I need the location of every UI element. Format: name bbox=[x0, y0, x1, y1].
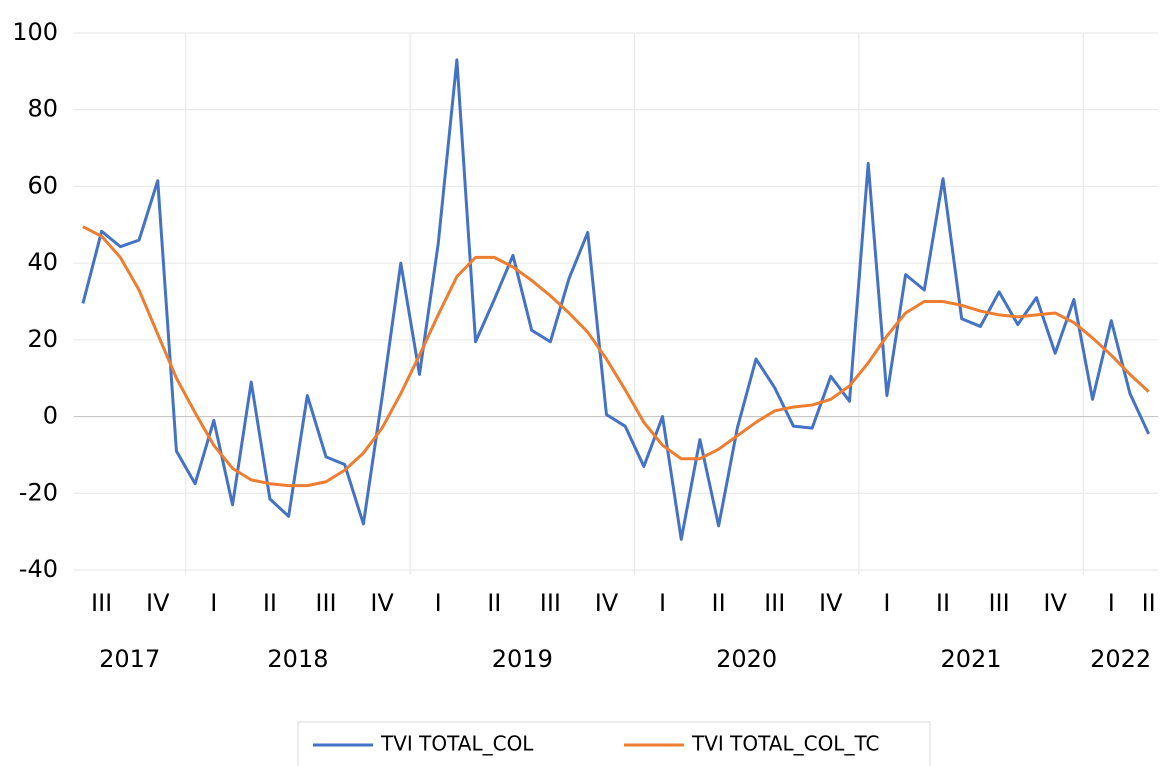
x-tick-label: I bbox=[883, 589, 890, 617]
x-tick-label: II bbox=[1142, 589, 1156, 617]
year-label: 2019 bbox=[492, 645, 553, 673]
x-tick-label: III bbox=[315, 589, 336, 617]
series-line bbox=[82, 225, 1150, 488]
legend-label: TVI TOTAL_COL_TC bbox=[691, 732, 879, 756]
y-tick-label: 40 bbox=[27, 248, 58, 276]
x-tick-label: IV bbox=[146, 589, 170, 617]
y-tick-label: -40 bbox=[19, 555, 58, 583]
x-tick-label: IV bbox=[595, 589, 619, 617]
x-tick-label: IV bbox=[1043, 589, 1067, 617]
x-tick-label: I bbox=[1108, 589, 1115, 617]
year-label: 2021 bbox=[940, 645, 1001, 673]
x-tick-label: I bbox=[435, 589, 442, 617]
x-tick-label: II bbox=[936, 589, 950, 617]
x-tick-label: III bbox=[988, 589, 1009, 617]
y-tick-label: 80 bbox=[27, 95, 58, 123]
legend-label: TVI TOTAL_COL bbox=[380, 732, 534, 756]
year-label: 2018 bbox=[267, 645, 328, 673]
x-tick-label: III bbox=[91, 589, 112, 617]
x-tick-label: II bbox=[712, 589, 726, 617]
x-tick-label: III bbox=[764, 589, 785, 617]
year-label: 2022 bbox=[1090, 645, 1151, 673]
legend-box bbox=[297, 721, 931, 766]
y-tick-label: 20 bbox=[27, 325, 58, 353]
x-tick-label: I bbox=[210, 589, 217, 617]
x-tick-label: III bbox=[540, 589, 561, 617]
x-tick-label: I bbox=[659, 589, 666, 617]
year-label: 2020 bbox=[716, 645, 777, 673]
y-tick-label: 0 bbox=[43, 402, 58, 430]
series-line bbox=[81, 58, 1151, 541]
y-tick-label: 60 bbox=[27, 171, 58, 199]
x-tick-label: IV bbox=[819, 589, 843, 617]
year-label: 2017 bbox=[99, 645, 160, 673]
y-tick-label: -20 bbox=[19, 478, 58, 506]
x-tick-label: II bbox=[487, 589, 501, 617]
y-tick-label: 100 bbox=[12, 18, 58, 46]
x-tick-label: II bbox=[263, 589, 277, 617]
x-tick-label: IV bbox=[370, 589, 394, 617]
